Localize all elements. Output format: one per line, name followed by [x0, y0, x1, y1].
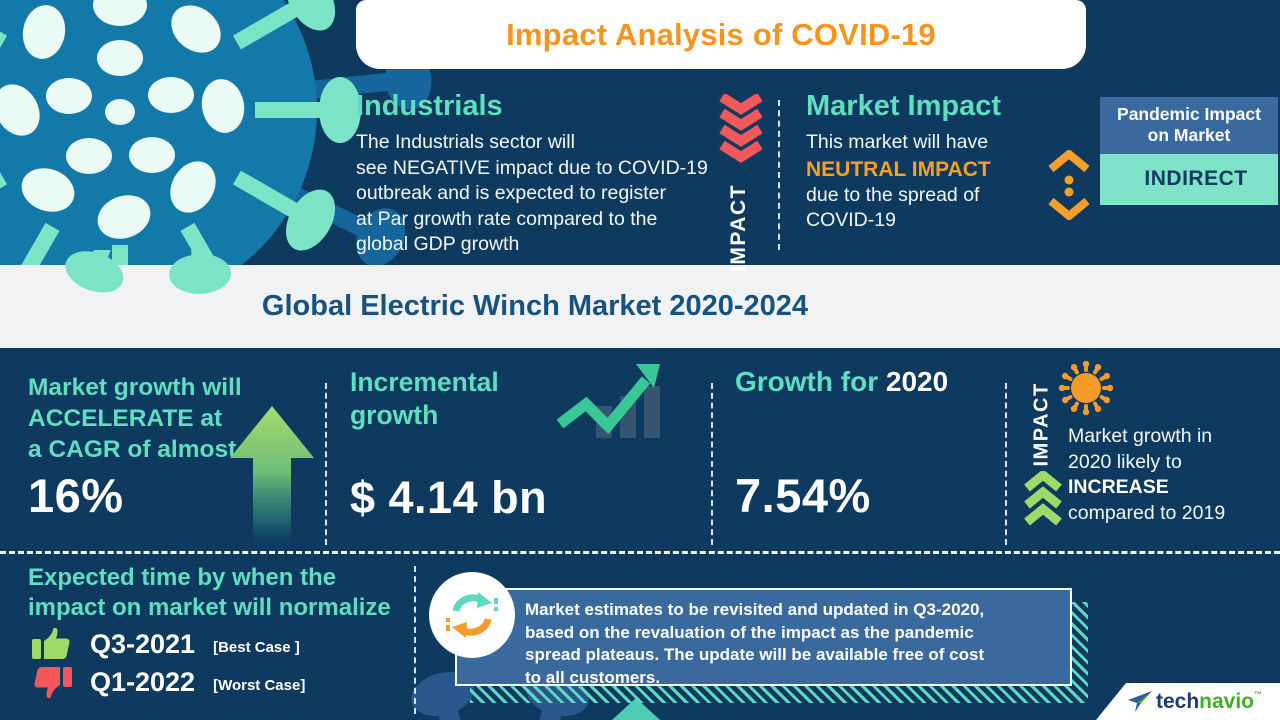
pandemic-status-badge: INDIRECT [1100, 154, 1278, 205]
best-case-row: Q3-2021 [Best Case ] [32, 627, 300, 661]
market-impact-line: This market will have [806, 131, 989, 153]
impact-label-right: IMPACT [1030, 382, 1053, 467]
stats-divider [711, 383, 713, 545]
bottom-divider [414, 566, 416, 714]
brand-band: technavio™ [1096, 683, 1280, 720]
market-impact-line: due to the spread of [806, 183, 980, 206]
incremental-block: Incremental growth [350, 367, 499, 430]
technavio-logo-icon [1127, 690, 1152, 712]
teal-triangle-decor [612, 698, 660, 720]
industrials-title: Industrials [356, 90, 503, 122]
industrials-line: outbreak and is expected to register [356, 182, 667, 204]
industrials-line: see NEGATIVE impact due to COVID-19 [356, 156, 708, 179]
cagr-value: 16% [28, 469, 124, 522]
incremental-value: $ 4.14 bn [350, 472, 548, 523]
virus-spike-tips-icon [65, 250, 232, 295]
normalize-heading: Expected time by when the impact on mark… [28, 564, 391, 621]
top-banner: Impact Analysis of COVID-19 [356, 0, 1086, 69]
stats-divider [1005, 383, 1007, 545]
refresh-icon [446, 592, 498, 638]
growth-2020-block: Growth for 2020 [735, 366, 949, 397]
market-impact-highlight: NEUTRAL IMPACT [806, 157, 991, 181]
industrials-line: at Par growth rate compared to the [356, 207, 658, 230]
refresh-badge [429, 572, 515, 658]
up-arrow-icon [230, 406, 314, 552]
header-divider [778, 100, 780, 250]
neutral-up-down-icon [1048, 150, 1090, 220]
stats-divider [325, 383, 327, 545]
outlook-block: Market growth in 2020 likely to INCREASE… [1068, 425, 1226, 524]
industrials-line: global GDP growth [356, 233, 520, 255]
covid-sun-icon [1058, 360, 1114, 416]
market-impact-title: Market Impact [806, 90, 1002, 122]
growth-2020-value: 7.54% [735, 469, 871, 522]
pandemic-box-title: Pandemic Impact on Market [1100, 97, 1278, 154]
thumbs-up-icon [32, 627, 70, 659]
best-case-label: [Best Case ] [213, 639, 300, 656]
cagr-block: Market growth will ACCELERATE at a CAGR … [28, 374, 242, 463]
best-case-quarter: Q3-2021 [90, 628, 196, 659]
pandemic-impact-box: Pandemic Impact on Market INDIRECT [1100, 97, 1278, 205]
trend-chart-icon [556, 364, 660, 438]
industrials-line: The Industrials sector will [356, 131, 575, 153]
industrials-section: Industrials The Industrials sector will … [356, 90, 728, 258]
thumbs-down-icon [34, 667, 72, 699]
worst-case-label: [Worst Case] [213, 677, 306, 694]
chevrons-down-icon [719, 94, 763, 163]
impact-label-left: IMPACT [727, 184, 750, 272]
section-separator [0, 551, 1280, 554]
note-box: Market estimates to be revisited and upd… [455, 588, 1072, 687]
banner-title: Impact Analysis of COVID-19 [506, 16, 936, 52]
chevrons-up-icon [1024, 471, 1062, 526]
market-impact-section: Market Impact This market will have NEUT… [806, 90, 1058, 234]
worst-case-row: Q1-2022 [Worst Case] [32, 665, 305, 699]
worst-case-quarter: Q1-2022 [90, 666, 196, 697]
brand-text: technavio™ [1155, 690, 1263, 713]
market-impact-line: COVID-19 [806, 209, 896, 231]
outlook-highlight: INCREASE [1068, 476, 1169, 498]
market-title: Global Electric Winch Market 2020-2024 [261, 290, 809, 322]
